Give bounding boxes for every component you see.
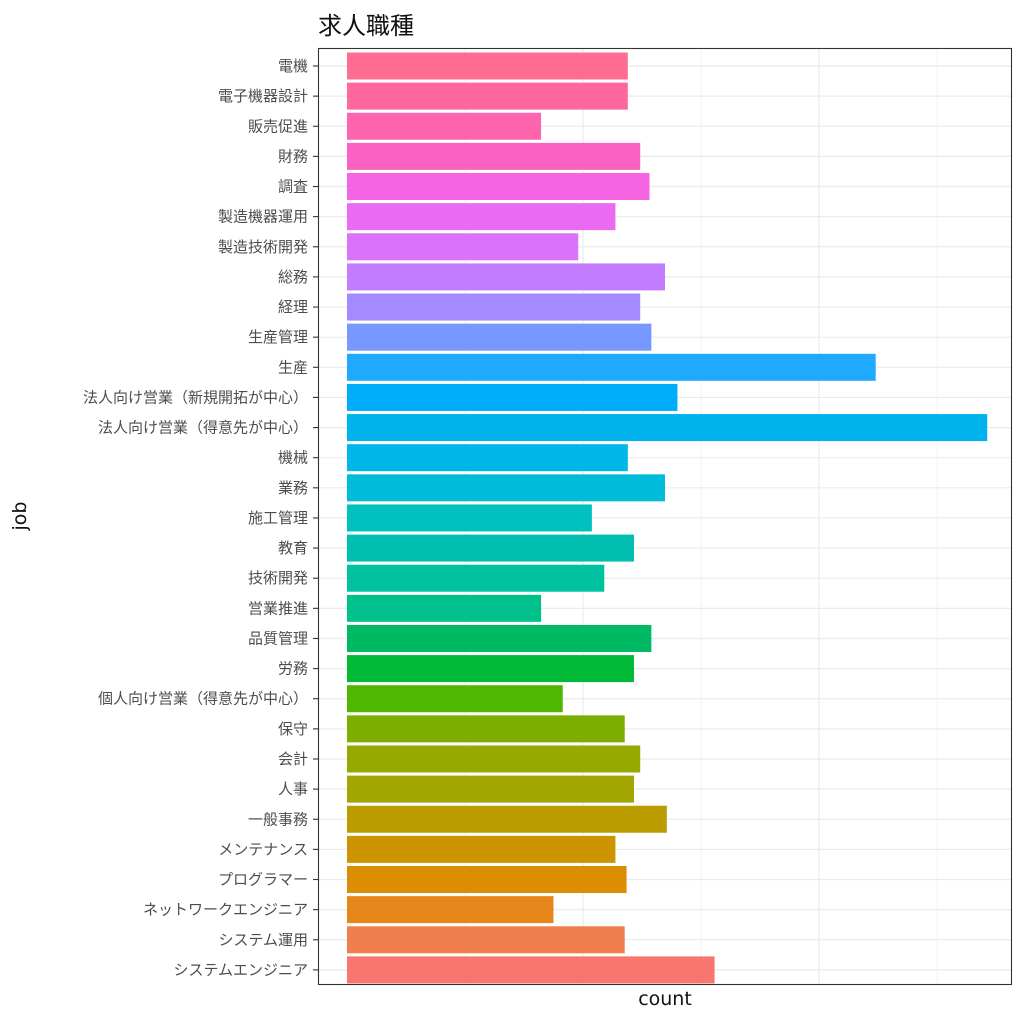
bar — [347, 715, 625, 743]
y-tick-label: 品質管理 — [248, 629, 308, 647]
bar — [347, 323, 652, 351]
y-tick-label: 法人向け営業（新規開拓が中心） — [83, 388, 308, 406]
y-tick-label: 生産管理 — [248, 328, 308, 346]
y-tick-label: 労務 — [278, 660, 308, 678]
bar — [347, 835, 616, 863]
y-tick-label: 電子機器設計 — [218, 87, 308, 105]
bar — [347, 383, 678, 411]
bar — [347, 203, 616, 231]
bar — [347, 52, 628, 80]
y-tick-label: 教育 — [278, 539, 308, 557]
y-tick-label: メンテナンス — [218, 840, 308, 858]
bar — [347, 444, 628, 472]
y-tick-label: 業務 — [278, 479, 308, 497]
chart-title: 求人職種 — [318, 12, 414, 40]
y-tick-label: 総務 — [278, 268, 308, 286]
bar — [347, 293, 641, 321]
y-tick-label: 販売促進 — [248, 117, 308, 135]
bar — [347, 685, 563, 713]
x-axis-title: count — [638, 988, 692, 1010]
y-tick-label: 一般事務 — [248, 810, 308, 828]
bar — [347, 775, 635, 803]
bar — [347, 745, 641, 773]
bar — [347, 866, 627, 894]
bar — [347, 112, 542, 140]
y-tick-label: プログラマー — [218, 871, 308, 889]
y-axis: 電機電子機器設計販売促進財務調査製造機器運用製造技術開発総務経理生産管理生産法人… — [83, 57, 318, 979]
bar — [347, 173, 650, 201]
y-tick-label: 調査 — [278, 178, 308, 196]
y-tick-label: 保守 — [278, 720, 308, 738]
y-tick-label: 会計 — [278, 750, 308, 768]
y-tick-label: 機械 — [278, 449, 308, 467]
bar — [347, 564, 605, 592]
bar — [347, 82, 628, 110]
bar — [347, 594, 542, 622]
y-tick-label: 施工管理 — [248, 509, 308, 527]
y-tick-label: 生産 — [278, 358, 308, 376]
y-tick-label: 財務 — [278, 147, 308, 165]
y-tick-label: ネットワークエンジニア — [143, 901, 308, 919]
y-tick-label: 個人向け営業（得意先が中心） — [98, 690, 308, 708]
bar — [347, 655, 635, 683]
y-tick-label: 電機 — [278, 57, 308, 75]
bar — [347, 474, 665, 502]
bars — [347, 52, 988, 984]
y-tick-label: システムエンジニア — [173, 961, 308, 979]
panel-border — [317, 47, 1013, 986]
bar — [347, 414, 988, 442]
y-tick-label: 技術開発 — [248, 569, 308, 587]
bar — [347, 624, 652, 652]
bar — [347, 534, 635, 562]
y-tick-label: 製造技術開発 — [218, 238, 308, 256]
y-tick-label: 法人向け営業（得意先が中心） — [98, 419, 308, 437]
y-tick-label: システム運用 — [218, 931, 308, 949]
bar — [347, 353, 876, 381]
y-tick-label: 人事 — [278, 780, 308, 798]
bar — [347, 504, 592, 532]
y-tick-label: 経理 — [278, 298, 308, 316]
y-tick-label: 営業推進 — [248, 599, 308, 617]
bar — [347, 805, 667, 833]
bar — [347, 926, 625, 954]
y-tick-label: 製造機器運用 — [218, 208, 308, 226]
bar — [347, 233, 579, 261]
bar — [347, 263, 665, 291]
bar — [347, 142, 641, 170]
bar — [347, 896, 554, 924]
bar — [347, 956, 715, 984]
